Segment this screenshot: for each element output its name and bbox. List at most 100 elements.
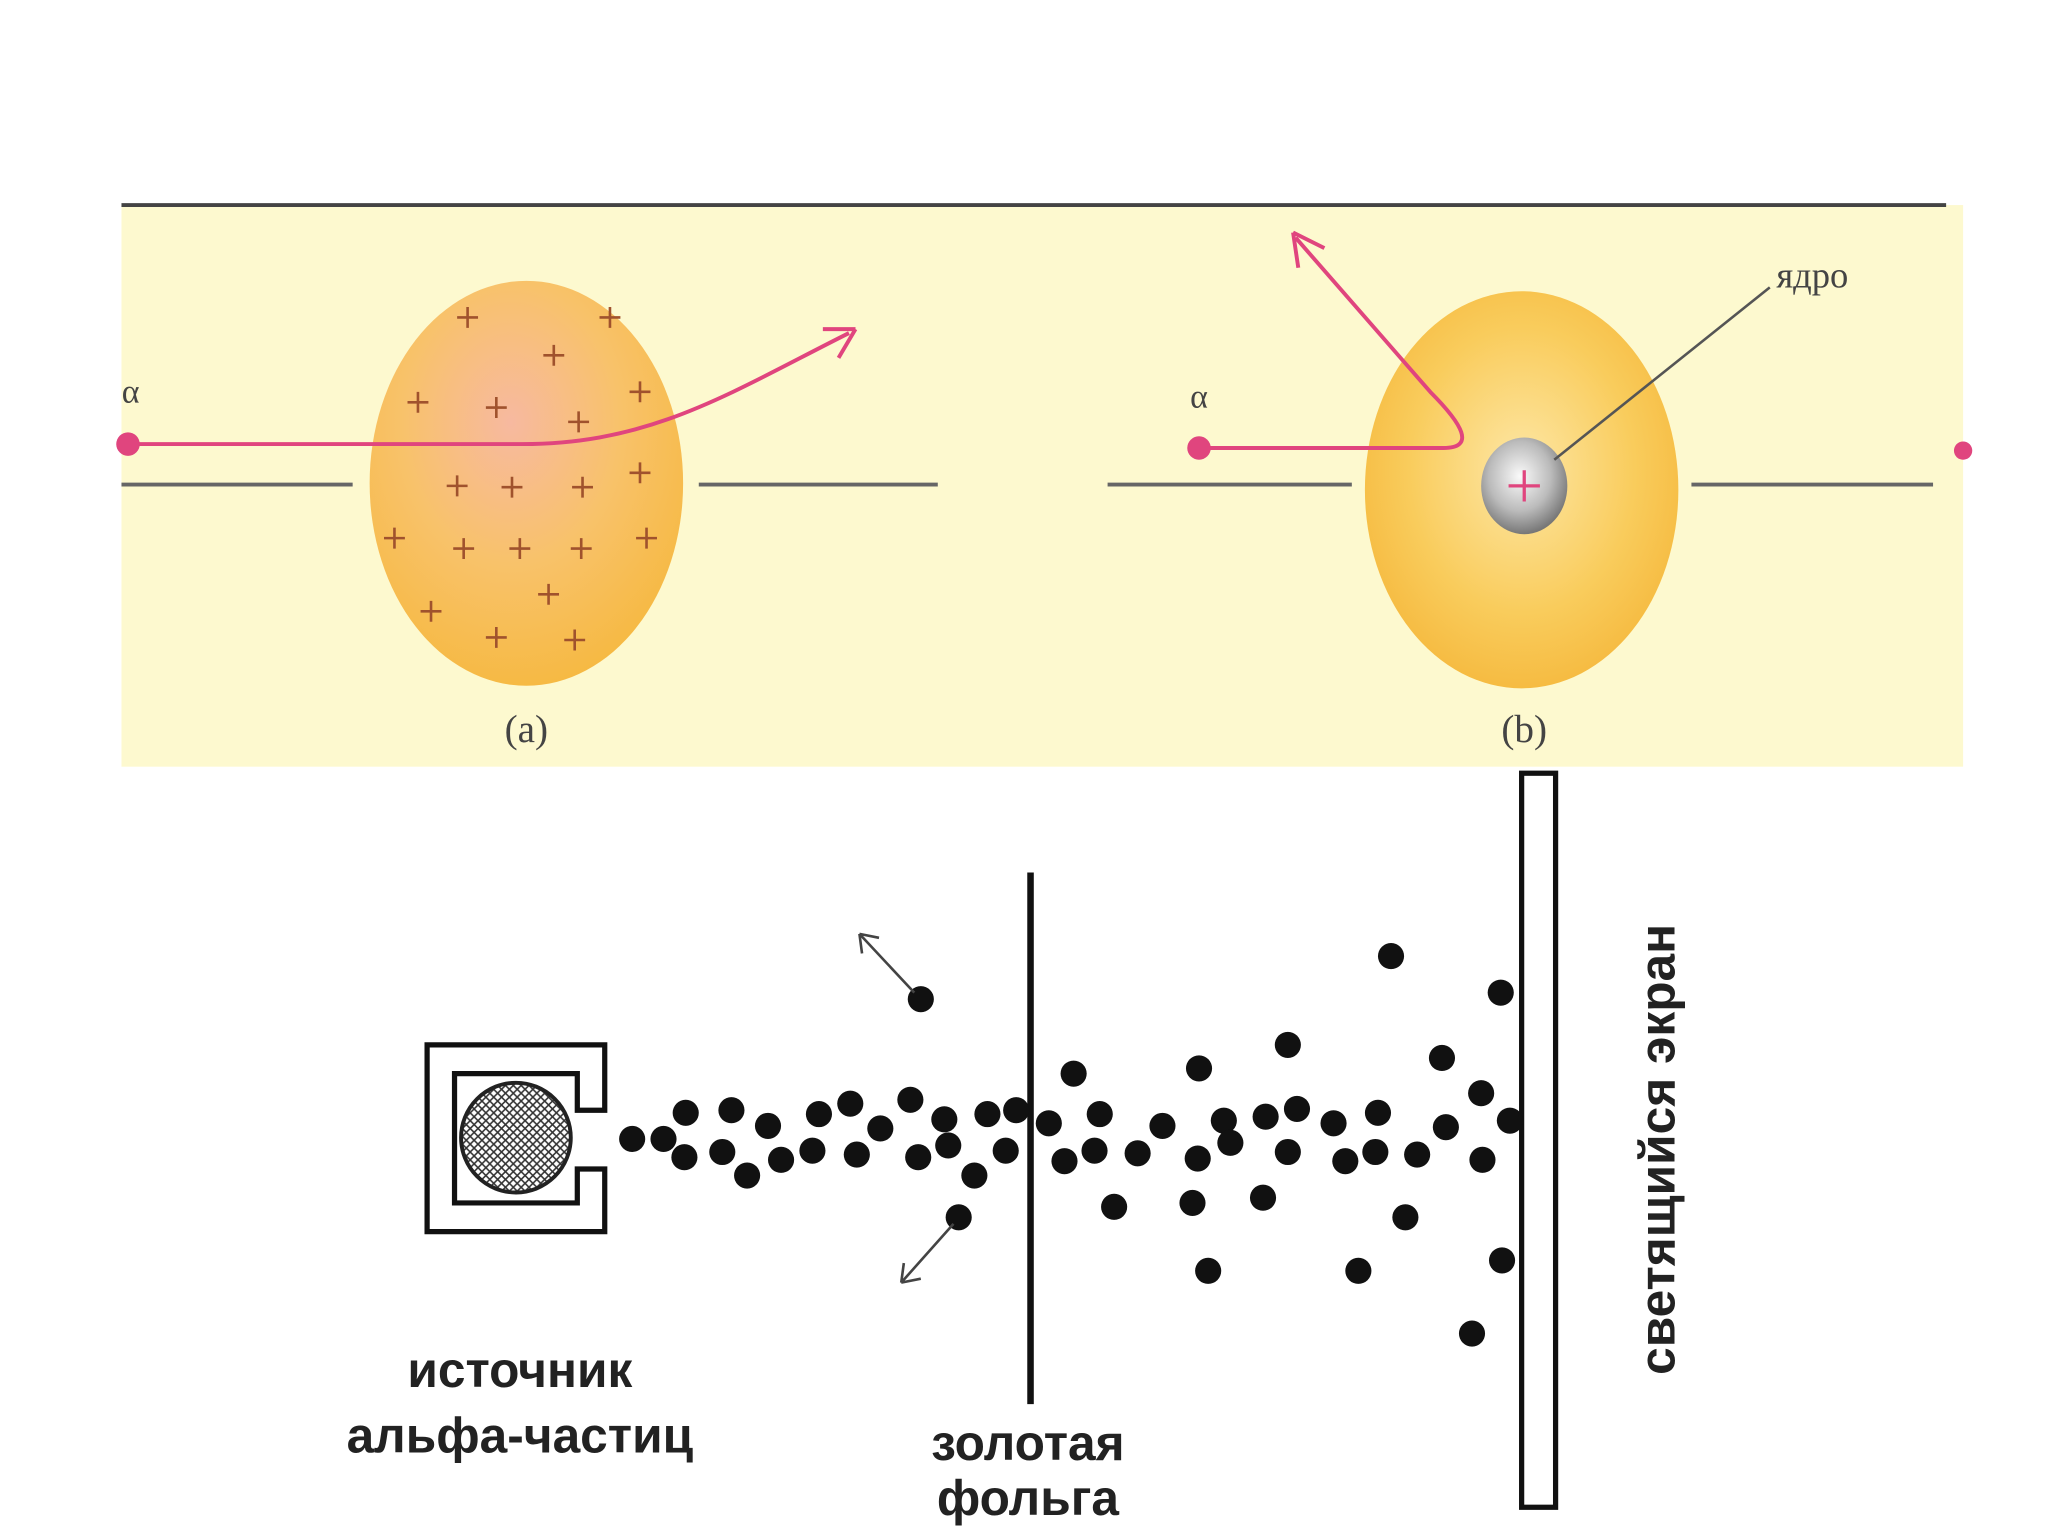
particle: [1320, 1110, 1347, 1137]
particle: [1332, 1148, 1359, 1175]
particle: [1185, 1055, 1213, 1082]
plus-sign: [570, 538, 592, 560]
particle: [837, 1090, 864, 1117]
source-sphere: [459, 1080, 573, 1195]
particle: [1392, 1204, 1419, 1231]
scatter-arrows: [858, 932, 955, 1284]
alpha-label: α: [122, 373, 140, 410]
particle: [974, 1101, 1001, 1128]
screen-label: светящийся экран: [1629, 924, 1685, 1375]
foil-label: золотая: [931, 1415, 1124, 1471]
particle: [1468, 1080, 1495, 1107]
particle: [1252, 1103, 1279, 1130]
alpha-path-a: [127, 331, 850, 447]
particle: [1458, 1320, 1486, 1347]
particle: [1274, 1031, 1301, 1058]
source-label: альфа-частиц: [347, 1407, 694, 1463]
atom-thomson: [369, 280, 684, 686]
particle: [1217, 1129, 1244, 1156]
particle: [754, 1112, 782, 1139]
plus-sign: [501, 476, 523, 498]
particle: [992, 1137, 1019, 1164]
alpha-particle: [1953, 441, 1973, 460]
particle: [1487, 979, 1514, 1006]
particle: [1081, 1137, 1108, 1164]
particle: [1274, 1138, 1301, 1166]
particle: [734, 1162, 761, 1189]
particle: [1283, 1095, 1311, 1122]
particle: [1496, 1107, 1523, 1134]
particle: [897, 1086, 924, 1113]
source-label: источник: [407, 1342, 632, 1398]
plus-sign: [485, 397, 507, 418]
particle: [1377, 943, 1405, 970]
plus-sign: [629, 381, 651, 403]
arrow-head: [1291, 230, 1326, 269]
particle: [1404, 1141, 1431, 1168]
particle: [1179, 1189, 1206, 1216]
foil-label: фольга: [937, 1470, 1120, 1526]
particle: [718, 1097, 745, 1124]
particle: [1035, 1110, 1062, 1137]
particle: [935, 1132, 962, 1159]
particle: [671, 1144, 698, 1171]
particle: [672, 1099, 699, 1126]
alpha-particle: [1187, 436, 1211, 460]
particle: [1003, 1097, 1030, 1124]
particle: [1184, 1145, 1211, 1172]
particle: [867, 1115, 894, 1142]
plus-sign: [629, 462, 651, 484]
particle: [1101, 1193, 1128, 1220]
particle: [1432, 1114, 1459, 1141]
source-box: [424, 1042, 608, 1235]
particle: [1195, 1257, 1222, 1284]
particle: [1249, 1184, 1277, 1211]
plus-sign: [485, 626, 507, 648]
plus-sign: [568, 411, 590, 433]
plus-sign: [564, 629, 586, 651]
particle: [799, 1137, 826, 1164]
particle: [931, 1106, 958, 1133]
particle: [1124, 1140, 1151, 1167]
caption: (a): [505, 708, 548, 751]
particle: [1345, 1257, 1372, 1284]
plus-sign: [407, 391, 429, 413]
plus-sign: [457, 306, 479, 328]
particle: [843, 1141, 870, 1168]
particle: [907, 986, 934, 1013]
particle: [805, 1101, 832, 1128]
alpha-label: α: [1190, 379, 1208, 416]
particle: [1051, 1148, 1078, 1175]
particle: [1488, 1247, 1516, 1274]
plus-sign: [538, 583, 560, 605]
particle: [905, 1144, 932, 1171]
particle: [619, 1125, 646, 1152]
arrow-head: [822, 327, 858, 359]
plus-sign: [383, 527, 405, 549]
particle: [1060, 1060, 1087, 1087]
alpha-path-b: [1199, 236, 1464, 450]
plus-sign: [599, 306, 621, 328]
plus-sign: [543, 344, 565, 366]
particle: [650, 1125, 677, 1152]
alpha-particle: [116, 432, 140, 456]
positive-charges: [383, 306, 657, 651]
particle: [1086, 1101, 1113, 1128]
particle: [961, 1162, 988, 1189]
particle: [1428, 1044, 1456, 1072]
plus-sign: [446, 475, 468, 497]
plus-sign: [572, 476, 593, 498]
plus-sign: [509, 538, 531, 560]
particle: [709, 1138, 736, 1166]
nucleus-label: ядро: [1776, 254, 1848, 295]
particle: [768, 1146, 795, 1173]
caption: (b): [1501, 708, 1547, 751]
particle: [1364, 1099, 1392, 1126]
particle: [1149, 1112, 1176, 1139]
leader-line: [1553, 286, 1771, 461]
alpha-particles: [619, 943, 1523, 1347]
nucleus-charge: [1508, 470, 1540, 502]
particle: [1362, 1138, 1389, 1166]
